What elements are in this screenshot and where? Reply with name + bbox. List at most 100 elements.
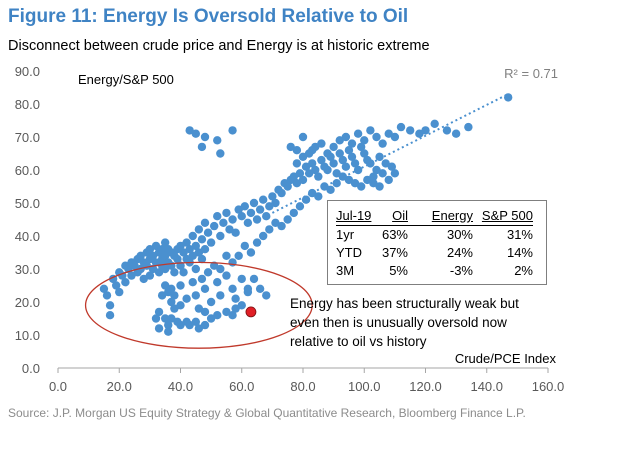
scatter-point: [378, 169, 387, 178]
y-tick-label: 90.0: [15, 64, 40, 79]
scatter-point: [213, 136, 222, 145]
scatter-point: [194, 304, 204, 313]
scatter-point: [121, 278, 130, 287]
scatter-point: [289, 172, 299, 181]
scatter-point: [292, 146, 302, 155]
scatter-point: [298, 175, 308, 185]
inset-returns-table: Jul-19 Oil Energy S&P 500 1yr 63% 30% 31…: [327, 200, 547, 285]
scatter-point: [154, 324, 164, 333]
scatter-point: [240, 241, 250, 251]
source-note: Source: J.P. Morgan US Equity Strategy &…: [8, 406, 526, 420]
scatter-point: [228, 258, 237, 267]
scatter-point: [301, 162, 311, 171]
scatter-point: [277, 221, 286, 231]
scatter-point: [219, 218, 228, 227]
x-tick-label: 80.0: [290, 379, 315, 394]
scatter-point: [213, 212, 222, 221]
y-tick-label: 40.0: [15, 229, 40, 244]
table-row: 1yr 63% 30% 31%: [336, 226, 533, 245]
scatter-point: [237, 212, 246, 221]
scatter-point: [332, 169, 341, 178]
scatter-point: [323, 165, 332, 175]
scatter-point: [246, 208, 256, 218]
scatter-point: [347, 139, 357, 148]
scatter-point: [160, 314, 170, 323]
scatter-point: [430, 119, 439, 128]
table-header-period: Jul-19: [336, 207, 372, 226]
scatter-point: [136, 251, 145, 260]
scatter-point: [378, 139, 387, 148]
scatter-point: [130, 261, 139, 270]
x-tick-label: 20.0: [107, 379, 132, 394]
scatter-point: [258, 231, 268, 241]
scatter-point: [317, 139, 326, 148]
scatter-point: [314, 172, 323, 181]
scatter-point: [356, 182, 366, 191]
scatter-point: [243, 218, 253, 227]
y-tick-label: 0.0: [22, 361, 40, 376]
scatter-point: [421, 126, 430, 135]
trendline: [271, 93, 509, 214]
scatter-point: [335, 136, 344, 145]
scatter-point: [369, 179, 378, 188]
scatter-point: [197, 142, 207, 152]
scatter-point: [384, 175, 393, 185]
scatter-point: [234, 205, 243, 214]
scatter-point: [289, 208, 299, 218]
scatter-point: [197, 254, 207, 264]
scatter-point: [191, 291, 201, 300]
scatter-point: [252, 215, 262, 224]
scatter-point: [329, 142, 338, 152]
row-oil: 5%: [389, 263, 408, 278]
scatter-point: [228, 215, 237, 224]
scatter-point: [350, 179, 360, 188]
scatter-point: [341, 132, 351, 142]
scatter-point: [442, 126, 452, 135]
scatter-point: [222, 271, 231, 280]
scatter-point: [329, 159, 338, 168]
scatter-point: [277, 188, 286, 198]
scatter-point: [154, 268, 164, 277]
scatter-point: [216, 231, 225, 241]
figure-subtitle: Disconnect between crude price and Energ…: [8, 38, 430, 54]
scatter-point: [344, 146, 354, 155]
scatter-point: [271, 218, 280, 227]
scatter-point: [115, 287, 124, 297]
scatter-point: [139, 274, 148, 284]
scatter-point: [197, 274, 207, 284]
scatter-point: [332, 179, 341, 188]
y-tick-label: 50.0: [15, 196, 40, 211]
scatter-point: [311, 142, 320, 152]
scatter-point: [179, 268, 188, 277]
table-row: YTD 37% 24% 14%: [336, 244, 533, 262]
scatter-point: [347, 152, 357, 161]
scatter-point: [231, 294, 240, 303]
scatter-point: [185, 126, 194, 135]
scatter-point: [369, 172, 378, 181]
scatter-point: [405, 126, 415, 135]
scatter-point: [191, 264, 201, 274]
scatter-point: [237, 301, 246, 310]
scatter-point: [209, 221, 219, 231]
scatter-point: [249, 198, 259, 208]
scatter-point: [307, 159, 317, 168]
scatter-point: [216, 264, 225, 274]
y-axis-ticks: 0.0 10.0 20.0 30.0 40.0 50.0 60.0 70.0 80.0 90.0: [15, 64, 40, 376]
scatter-point: [185, 320, 194, 330]
scatter-point: [167, 297, 176, 307]
scatter-point: [335, 149, 344, 158]
scatter-point: [160, 238, 170, 247]
scatter-point: [350, 159, 360, 168]
scatter-point: [194, 324, 204, 333]
x-tick-label: 140.0: [470, 379, 503, 394]
scatter-chart: 0.010.020.030.040.050.060.070.080.090.0 …: [15, 64, 565, 394]
scatter-point: [151, 241, 161, 251]
scatter-point: [216, 149, 225, 158]
y-tick-label: 70.0: [15, 130, 40, 145]
scatter-point: [243, 287, 253, 297]
x-tick-label: 100.0: [348, 379, 381, 394]
scatter-point: [353, 129, 363, 138]
scatter-point: [182, 294, 191, 303]
scatter-point: [105, 301, 115, 310]
scatter-point: [145, 271, 155, 280]
